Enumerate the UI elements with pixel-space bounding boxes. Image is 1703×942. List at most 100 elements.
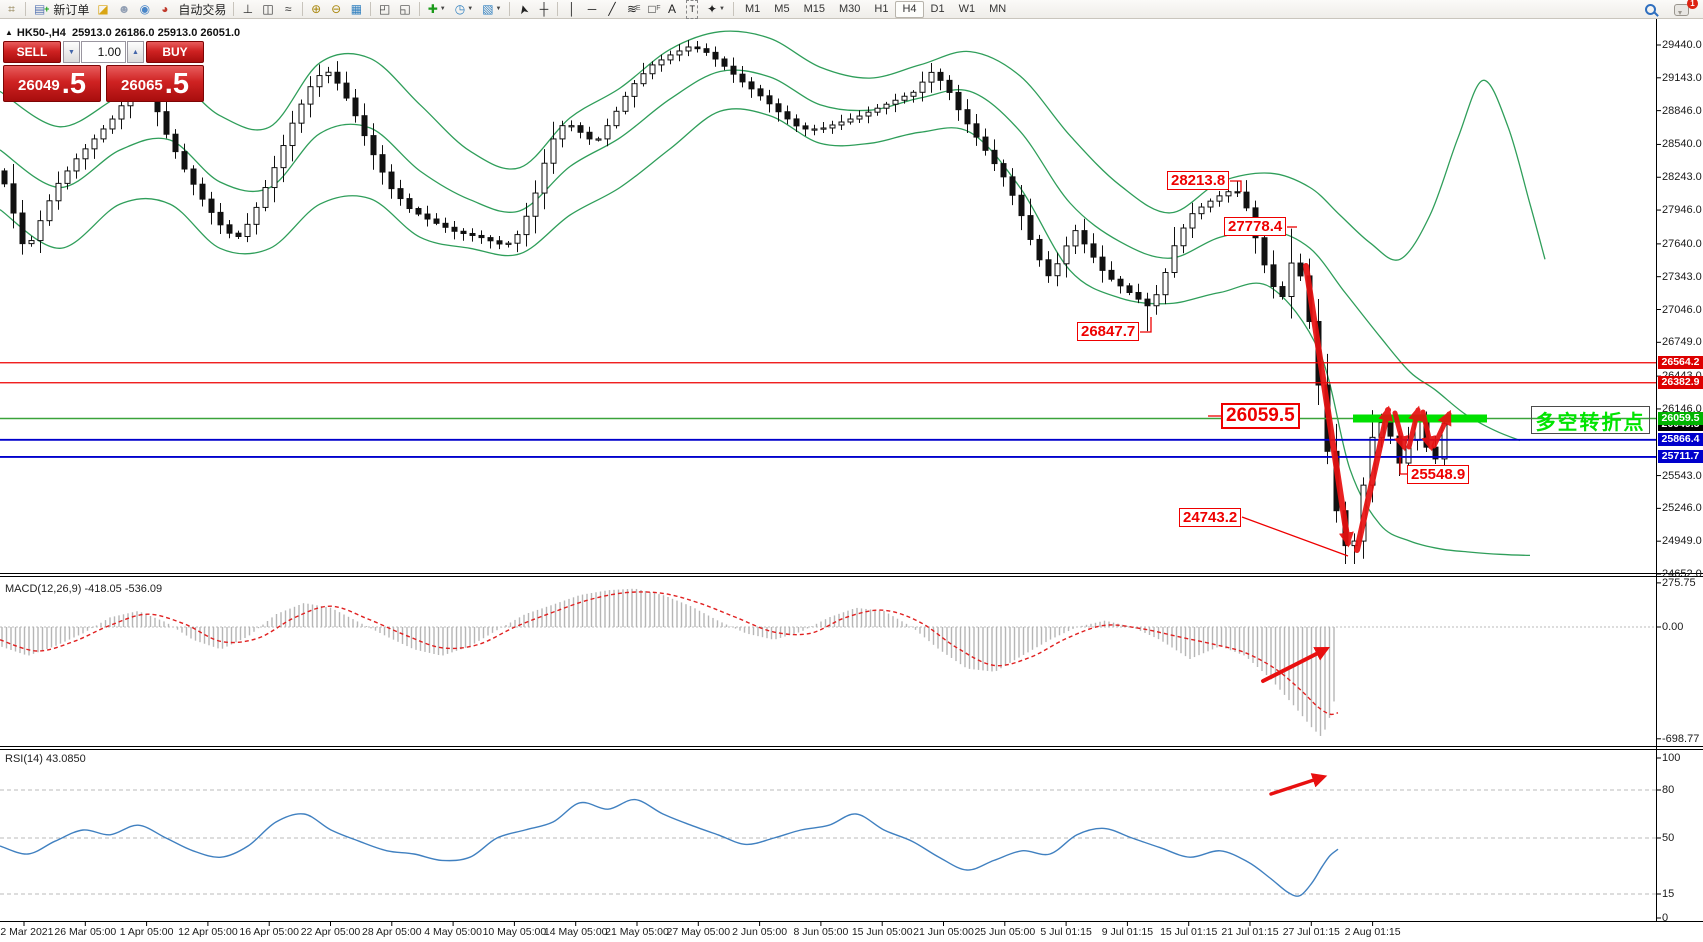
timeframe-mn[interactable]: MN bbox=[989, 3, 1007, 15]
price-line-badge: 25866.4 bbox=[1658, 433, 1703, 447]
price-tick-label: 28540.0 bbox=[1662, 138, 1702, 151]
crosshair-icon[interactable]: ┼ bbox=[539, 1, 549, 16]
price-callout-label[interactable]: 24743.2 bbox=[1179, 508, 1242, 527]
price-tick-label: 27640.0 bbox=[1662, 237, 1702, 250]
sell-price-button[interactable]: 26049 .5 bbox=[3, 65, 101, 102]
zoom-out-icon[interactable]: ⊖ bbox=[331, 1, 342, 16]
timeframe-h1[interactable]: H1 bbox=[874, 3, 889, 15]
buy-price-main: 26065 bbox=[121, 77, 163, 94]
time-tick-label: 15 Jun 05:00 bbox=[851, 926, 913, 938]
toolbar-separator bbox=[557, 2, 559, 16]
time-tick-label: 21 May 05:00 bbox=[605, 926, 669, 938]
profile-icon[interactable]: ☻ bbox=[117, 1, 131, 16]
price-tick-label: 29143.0 bbox=[1662, 71, 1702, 84]
candle-chart-icon[interactable]: ◫ bbox=[262, 1, 274, 16]
rsi-tick-label: 15 bbox=[1662, 888, 1675, 900]
turning-point-annotation[interactable]: 多空转折点 bbox=[1531, 406, 1650, 434]
indicator-list-icon[interactable]: ◰ bbox=[379, 1, 391, 16]
time-tick-label: 27 May 05:00 bbox=[666, 926, 731, 938]
new-order-icon[interactable]: ▤ + bbox=[34, 1, 50, 16]
lot-size-input[interactable]: 1.00 bbox=[81, 41, 126, 63]
price-callout-label[interactable]: 25548.9 bbox=[1407, 465, 1470, 484]
price-callout-label[interactable]: 26847.7 bbox=[1077, 322, 1140, 341]
autotrade-icon[interactable]: ◕ bbox=[161, 1, 169, 16]
timeframe-m15[interactable]: M15 bbox=[803, 3, 825, 15]
price-callout-label[interactable]: 27778.4 bbox=[1224, 217, 1287, 236]
timeframe-m30[interactable]: M30 bbox=[838, 3, 861, 15]
zoom-in-icon[interactable]: ⊕ bbox=[311, 1, 322, 16]
fibo-grid-icon[interactable]: □ F bbox=[648, 1, 661, 16]
sell-price-frac: .5 bbox=[61, 68, 86, 100]
time-tick-label: 14 May 05:00 bbox=[543, 926, 608, 938]
add-indicator-icon[interactable]: ✚ ▼ bbox=[427, 1, 446, 16]
price-tick-label: 27343.0 bbox=[1662, 270, 1702, 283]
symbol-name: HK50-,H4 bbox=[16, 27, 66, 39]
template-icon[interactable]: ▧ ▼ bbox=[482, 1, 502, 16]
text-label-icon[interactable]: T bbox=[682, 0, 702, 19]
toolbar-separator bbox=[418, 2, 420, 16]
lot-decrease-button[interactable]: ▼ bbox=[63, 41, 80, 63]
price-line-badge: 26564.2 bbox=[1658, 356, 1703, 370]
period-icon[interactable]: ◷ ▼ bbox=[454, 1, 474, 16]
price-tick-label: 24652.0 bbox=[1662, 568, 1702, 580]
price-tick-label: 26749.0 bbox=[1662, 336, 1702, 349]
bar-chart-icon[interactable]: ⊥ bbox=[242, 1, 254, 16]
time-tick-label: 16 Apr 05:00 bbox=[239, 926, 299, 938]
timeframe-m5[interactable]: M5 bbox=[774, 3, 790, 15]
one-click-trading-panel: SELL ▼ 1.00 ▲ BUY 26049 .5 26065 .5 bbox=[3, 41, 204, 102]
lot-increase-button[interactable]: ▲ bbox=[127, 41, 144, 63]
new-order-label[interactable]: 新订单 bbox=[53, 2, 90, 17]
time-tick-label: 28 Apr 05:00 bbox=[362, 926, 422, 938]
price-tick-label: 28243.0 bbox=[1662, 171, 1702, 184]
toolbar-separator bbox=[233, 2, 235, 16]
chart-magnifier-icon[interactable]: ⌗ bbox=[8, 1, 15, 16]
time-tick-label: 27 Jul 01:15 bbox=[1282, 926, 1340, 938]
price-callout-label[interactable]: 26059.5 bbox=[1221, 403, 1300, 429]
time-tick-label: 21 Jul 01:15 bbox=[1221, 926, 1279, 938]
time-tick-label: 2 Aug 01:15 bbox=[1344, 926, 1401, 938]
timeframe-m1[interactable]: M1 bbox=[745, 3, 761, 15]
search-button[interactable] bbox=[1641, 1, 1660, 18]
timeframe-d1[interactable]: D1 bbox=[930, 3, 945, 15]
price-tick-label: 25543.0 bbox=[1662, 469, 1702, 482]
trendline-icon[interactable]: ╱ bbox=[608, 1, 616, 16]
text-icon[interactable]: A bbox=[667, 1, 676, 16]
timeframe-w1[interactable]: W1 bbox=[958, 3, 976, 15]
time-tick-label: 4 May 05:00 bbox=[424, 926, 482, 938]
price-line-badge: 25711.7 bbox=[1658, 450, 1703, 464]
timeframe-toolbar: M1 M5 M15 M30 H1 H4 D1 W1 MN bbox=[738, 0, 1013, 18]
indicator-window-icon[interactable]: ◱ bbox=[399, 1, 411, 16]
symbol-marker-icon: ▲ bbox=[5, 28, 13, 37]
buy-price-frac: .5 bbox=[164, 68, 189, 100]
time-tick-label: 12 Apr 05:00 bbox=[178, 926, 238, 938]
horizontal-line-icon[interactable]: ─ bbox=[587, 1, 597, 16]
price-line-badge: 26059.5 bbox=[1658, 411, 1703, 425]
autotrade-label[interactable]: 自动交易 bbox=[178, 2, 227, 17]
time-tick-label: 22 Mar 2021 bbox=[0, 926, 54, 938]
rsi-tick-label: 100 bbox=[1662, 752, 1681, 764]
macd-tick-label: 0.00 bbox=[1662, 621, 1684, 633]
toolbar-separator bbox=[25, 2, 26, 16]
arrows-icon[interactable]: ✦ ▼ bbox=[706, 1, 725, 16]
tile-windows-icon[interactable]: ▦ bbox=[350, 1, 363, 16]
line-chart-icon[interactable]: ≈ bbox=[284, 1, 292, 16]
notifications-button[interactable]: 1 bbox=[1670, 0, 1698, 18]
time-tick-label: 15 Jul 01:15 bbox=[1160, 926, 1218, 938]
eraser-icon[interactable]: ◪ bbox=[97, 1, 109, 16]
time-tick-label: 10 May 05:00 bbox=[482, 926, 547, 938]
timeframe-h4[interactable]: H4 bbox=[895, 0, 924, 18]
notification-badge: 1 bbox=[1687, 0, 1698, 9]
time-tick-label: 22 Apr 05:00 bbox=[300, 926, 361, 938]
price-callout-label[interactable]: 28213.8 bbox=[1167, 171, 1230, 190]
rsi-tick-label: 50 bbox=[1662, 832, 1675, 844]
time-tick-label: 8 Jun 05:00 bbox=[793, 926, 849, 938]
sell-button[interactable]: SELL bbox=[3, 41, 61, 63]
buy-price-button[interactable]: 26065 .5 bbox=[106, 65, 204, 102]
vertical-line-icon[interactable]: │ bbox=[568, 1, 576, 16]
ohlc-readout: 25913.0 26186.0 25913.0 26051.0 bbox=[71, 27, 241, 39]
price-tick-label: 26146.0 bbox=[1662, 402, 1702, 415]
signal-icon[interactable]: ◉ bbox=[139, 1, 151, 16]
buy-button[interactable]: BUY bbox=[146, 41, 204, 63]
fibonacci-icon[interactable]: ≋ E bbox=[626, 1, 641, 16]
